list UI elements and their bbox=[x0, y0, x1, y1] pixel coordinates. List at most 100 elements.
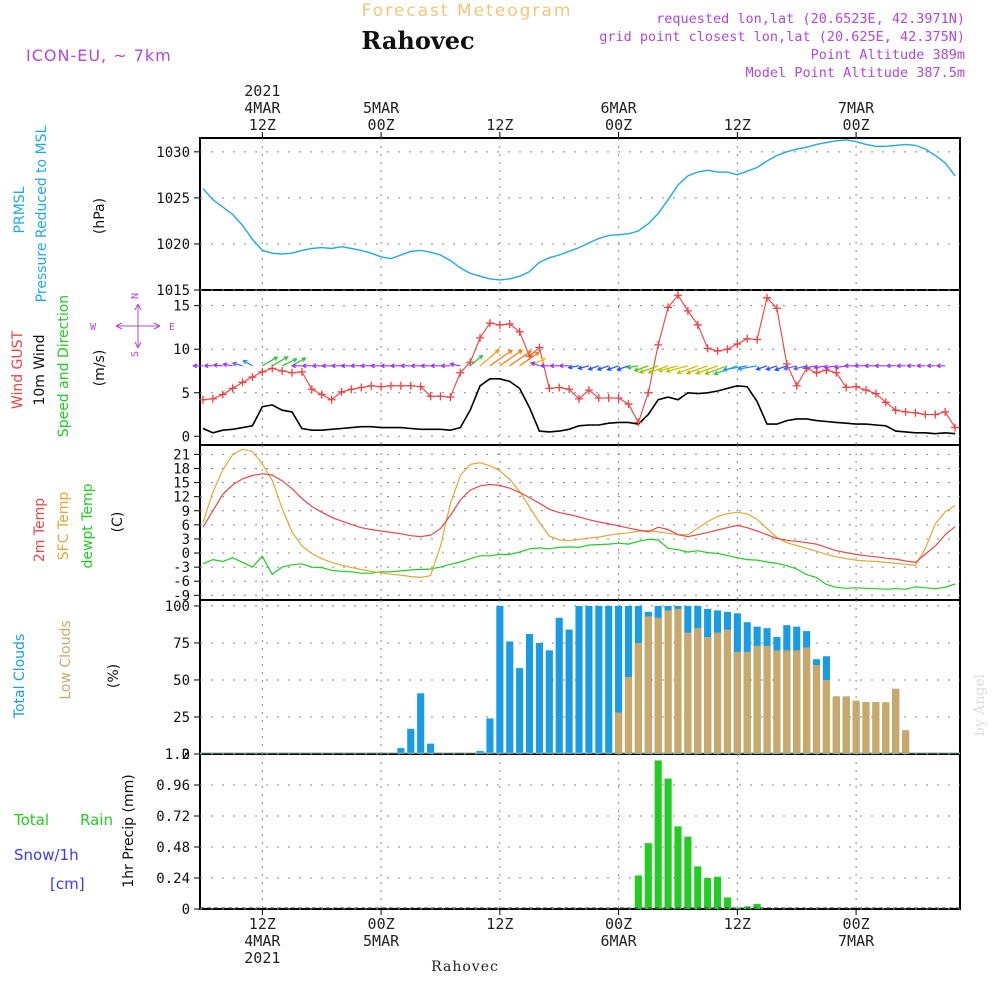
low-cloud-bar bbox=[753, 645, 761, 754]
wind-tick-label: 10 bbox=[173, 342, 190, 358]
gust-marker bbox=[891, 406, 900, 415]
low-cloud-bar bbox=[634, 642, 642, 754]
wind-arrow bbox=[242, 359, 253, 367]
gust-marker bbox=[357, 383, 366, 392]
x-label-top: 4MAR bbox=[244, 99, 281, 117]
cloud-labels: Total Clouds Low Clouds (%) bbox=[12, 620, 122, 719]
pressure-tick-label: 1020 bbox=[156, 237, 190, 253]
temp-tick-label: 12 bbox=[173, 490, 190, 506]
total-cloud-bar bbox=[555, 617, 563, 754]
gust-marker bbox=[505, 319, 514, 328]
gust-marker bbox=[861, 386, 870, 395]
wind-arrow bbox=[359, 363, 372, 369]
pressure-tick-label: 1025 bbox=[156, 191, 190, 207]
clouds-tick-label: 25 bbox=[173, 710, 190, 726]
precip-bar bbox=[753, 903, 761, 909]
total-cloud-bar bbox=[595, 605, 603, 754]
gust-marker bbox=[466, 358, 475, 367]
cloud-label-total: Total Clouds bbox=[12, 634, 28, 719]
gust-marker bbox=[307, 385, 316, 394]
wind-arrow bbox=[320, 363, 332, 369]
x-label-top: 00Z bbox=[368, 116, 395, 134]
x-label-bottom: 12Z bbox=[486, 915, 513, 933]
gust-marker bbox=[753, 335, 762, 344]
total-cloud-bar bbox=[615, 605, 623, 754]
x-label-bottom: 6MAR bbox=[601, 932, 638, 950]
wind-arrow bbox=[549, 363, 560, 369]
compass-cross-icon bbox=[115, 303, 161, 349]
gust-marker bbox=[951, 423, 960, 432]
temp-tick-label: -6 bbox=[173, 574, 190, 590]
wind-arrow bbox=[935, 363, 946, 369]
sfc-temp-line bbox=[202, 448, 956, 579]
wind-arrow bbox=[499, 349, 523, 367]
temp-tick-label: 6 bbox=[182, 518, 190, 534]
gust-marker bbox=[515, 327, 524, 336]
precip-bar bbox=[704, 878, 712, 909]
x-label-top: 00Z bbox=[605, 116, 632, 134]
x-label-bottom: 00Z bbox=[843, 915, 870, 933]
gust-marker bbox=[901, 407, 910, 416]
gust-marker bbox=[228, 384, 237, 393]
total-cloud-bar bbox=[545, 650, 553, 754]
wind-arrow bbox=[410, 363, 421, 369]
wind-arrow bbox=[301, 363, 312, 369]
precip-bar bbox=[713, 876, 722, 909]
gust-marker bbox=[871, 389, 880, 398]
low-cloud-bar bbox=[862, 702, 870, 754]
low-cloud-bar bbox=[783, 650, 791, 754]
temp-label-2m: 2m Temp bbox=[32, 498, 48, 562]
precip-bar bbox=[644, 843, 652, 909]
gust-marker bbox=[654, 340, 663, 349]
total-cloud-bar bbox=[525, 634, 534, 754]
total-cloud-bar bbox=[486, 718, 494, 754]
x-label-bottom: 00Z bbox=[368, 915, 395, 933]
x-label-bottom: 2021 bbox=[244, 949, 280, 967]
x-label-bottom: 4MAR bbox=[244, 932, 281, 950]
low-cloud-bar bbox=[773, 650, 781, 754]
wind-arrow bbox=[873, 363, 886, 369]
temp-tick-label: 3 bbox=[182, 532, 190, 548]
total-cloud-bar bbox=[575, 605, 583, 754]
gust-marker bbox=[673, 291, 682, 300]
low-cloud-bar bbox=[713, 632, 722, 754]
cloud-label-unit: (%) bbox=[106, 664, 122, 688]
wind-arrow bbox=[813, 364, 827, 370]
wind-arrow bbox=[774, 365, 788, 372]
wind-tick-label: 0 bbox=[182, 429, 190, 445]
wind-arrow bbox=[530, 361, 540, 367]
precip-bar bbox=[664, 778, 672, 909]
low-cloud-bar bbox=[902, 730, 910, 754]
total-cloud-bar bbox=[506, 641, 514, 754]
x-label-bottom: 12Z bbox=[724, 915, 751, 933]
total-cloud-bar bbox=[417, 693, 425, 754]
wind-arrow bbox=[755, 365, 768, 371]
low-cloud-bar bbox=[674, 608, 682, 754]
wind-arrow bbox=[722, 365, 748, 372]
clouds-tick-label: 100 bbox=[165, 599, 190, 615]
wind-arrow bbox=[479, 349, 500, 367]
low-cloud-bar bbox=[664, 610, 672, 754]
wind-compass: N S W E bbox=[90, 293, 175, 357]
gust-marker bbox=[604, 393, 613, 402]
temp-labels: 2m Temp SFC Temp dewpt Temp (C) bbox=[32, 483, 126, 568]
low-cloud-bar bbox=[723, 629, 732, 754]
cloud-label-low: Low Clouds bbox=[58, 620, 74, 699]
temp-tick-label: -9 bbox=[173, 588, 190, 604]
low-cloud-bar bbox=[803, 647, 811, 754]
wind-arrow bbox=[803, 364, 817, 370]
gust-marker bbox=[495, 320, 504, 329]
pressure-labels: PRMSL Pressure Reduced to MSL (hPa) bbox=[12, 125, 108, 302]
gust-marker bbox=[396, 381, 405, 390]
gust-marker bbox=[881, 398, 890, 407]
gust-marker bbox=[842, 383, 851, 392]
requested-coords: requested lon,lat (20.6523E, 42.3971N) bbox=[656, 11, 965, 27]
low-cloud-bar bbox=[793, 650, 801, 754]
wind-arrow bbox=[676, 365, 699, 375]
x-label-top: 12Z bbox=[249, 116, 276, 134]
gust-marker bbox=[693, 320, 702, 329]
gust-marker bbox=[476, 333, 485, 342]
clouds-tick-label: 75 bbox=[173, 636, 190, 652]
gust-marker bbox=[535, 343, 544, 352]
x-label-bottom: 5MAR bbox=[363, 932, 400, 950]
